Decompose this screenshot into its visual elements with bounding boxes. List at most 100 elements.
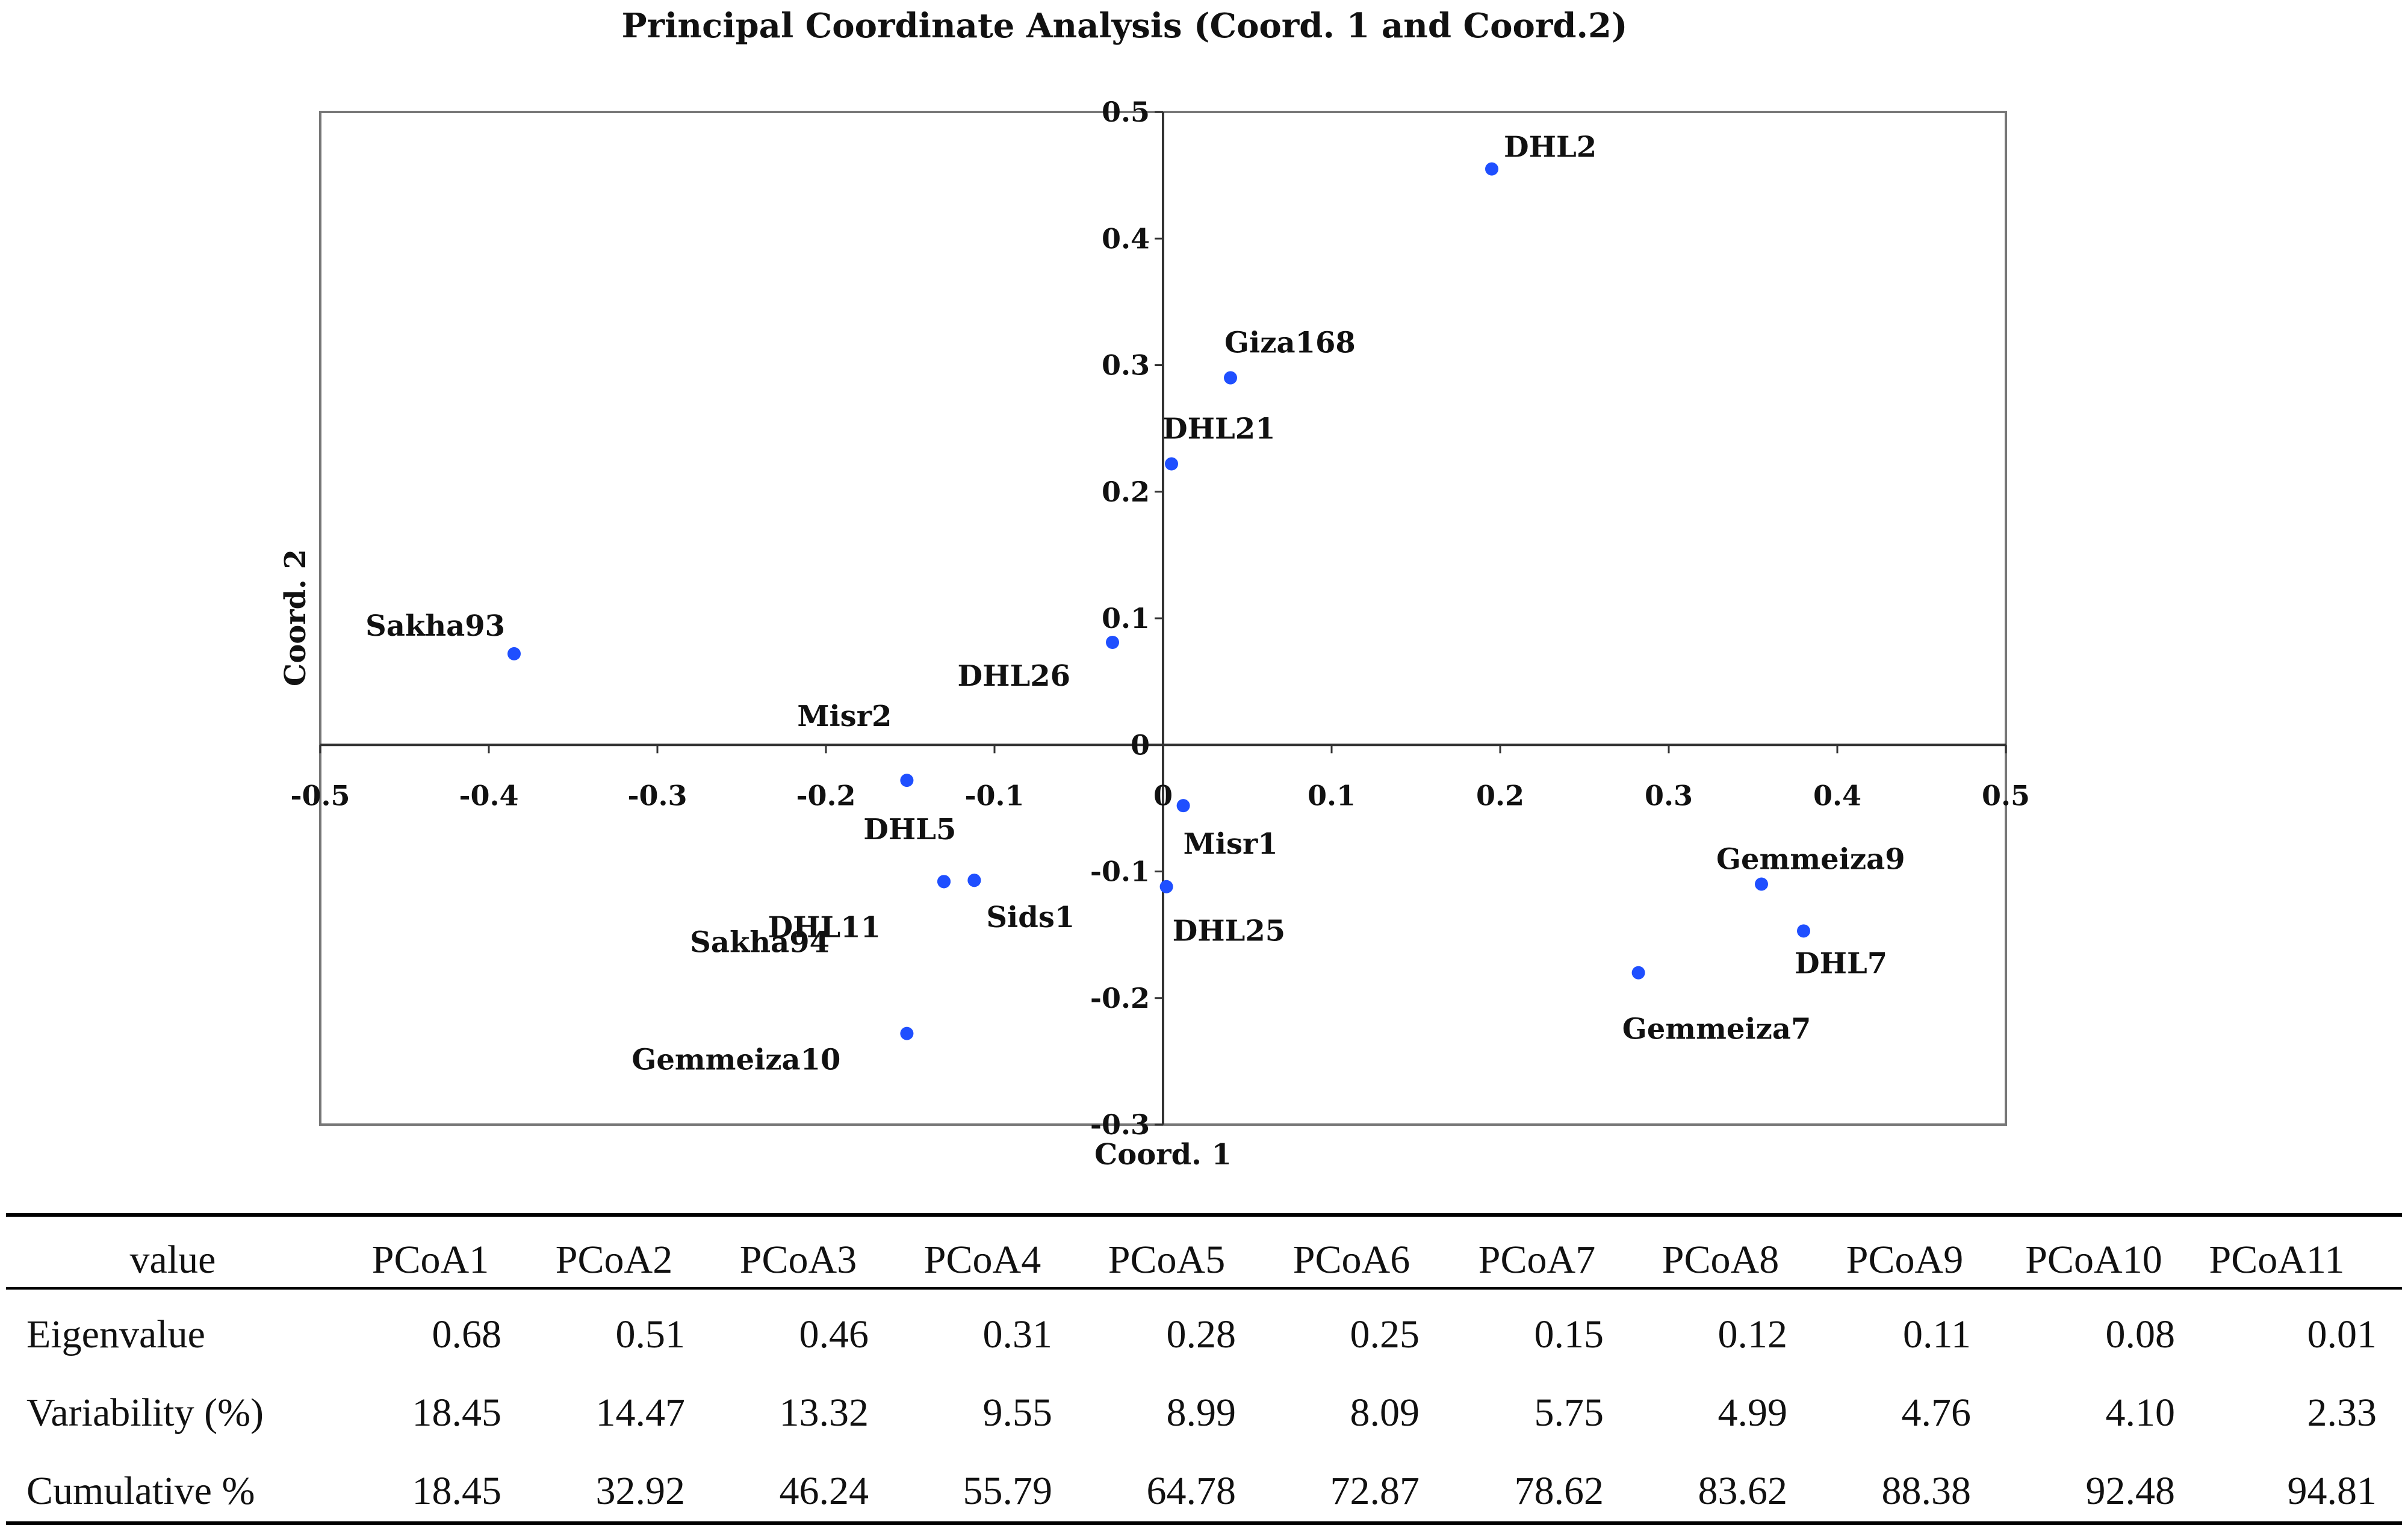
table-row-label: Eigenvalue xyxy=(26,1312,205,1356)
data-point xyxy=(937,875,951,889)
y-tick-label: -0.1 xyxy=(1090,856,1150,888)
table-cell: 64.78 xyxy=(1147,1469,1237,1513)
x-tick-label: -0.4 xyxy=(459,779,518,812)
point-label: DHL2 xyxy=(1504,131,1597,164)
data-point xyxy=(1224,371,1237,385)
table-cell: 18.45 xyxy=(412,1391,502,1435)
y-tick-label: 0.2 xyxy=(1102,476,1150,508)
table-cell: 0.51 xyxy=(616,1312,686,1356)
table-cell: 94.81 xyxy=(2288,1469,2377,1513)
table-cell: 8.09 xyxy=(1350,1391,1420,1435)
data-point xyxy=(1176,799,1190,813)
table-cell: 0.08 xyxy=(2106,1312,2176,1356)
x-tick-label: 0.2 xyxy=(1476,779,1524,812)
point-label: DHL25 xyxy=(1173,915,1286,948)
table-cell: 5.75 xyxy=(1534,1391,1604,1435)
x-tick-label: -0.5 xyxy=(290,779,350,812)
point-label: DHL21 xyxy=(1162,412,1276,446)
x-tick-label: 0.4 xyxy=(1813,779,1861,812)
y-tick-label: 0 xyxy=(1131,728,1150,761)
table-cell: 18.45 xyxy=(412,1469,502,1513)
table-cell: 2.33 xyxy=(2307,1391,2377,1435)
y-tick-label: 0.3 xyxy=(1102,349,1150,382)
table-cell: 0.11 xyxy=(1903,1312,1971,1356)
point-label: Gemmeiza9 xyxy=(1716,843,1905,877)
table-cell: 4.76 xyxy=(1902,1391,1972,1435)
x-tick-label: 0.5 xyxy=(1982,779,2030,812)
chart-title: Principal Coordinate Analysis (Coord. 1 … xyxy=(622,6,1628,46)
x-tick-label: -0.1 xyxy=(964,779,1024,812)
y-axis-title: Coord. 2 xyxy=(279,549,312,686)
x-tick-label: 0.3 xyxy=(1645,779,1693,812)
table-cell: 8.99 xyxy=(1167,1391,1237,1435)
data-point xyxy=(967,874,981,887)
point-label: Gemmeiza7 xyxy=(1622,1013,1811,1046)
table-header-cell: PCoA3 xyxy=(740,1238,857,1282)
table-cell: 4.10 xyxy=(2106,1391,2176,1435)
y-tick-label: -0.3 xyxy=(1090,1108,1150,1141)
data-point xyxy=(1165,457,1178,471)
table-cell: 14.47 xyxy=(596,1391,686,1435)
table-header-cell: PCoA6 xyxy=(1293,1238,1410,1282)
point-label: Gemmeiza10 xyxy=(631,1043,840,1077)
table-cell: 13.32 xyxy=(780,1391,869,1435)
data-point xyxy=(1485,162,1498,176)
table-header-cell: PCoA11 xyxy=(2209,1238,2345,1282)
data-point xyxy=(900,774,914,787)
table-row-label: Cumulative % xyxy=(26,1469,255,1513)
data-point xyxy=(507,647,521,660)
table-cell: 83.62 xyxy=(1698,1469,1788,1513)
x-axis-title: Coord. 1 xyxy=(1094,1138,1232,1172)
x-tick-label: 0 xyxy=(1153,779,1173,812)
data-point xyxy=(1797,924,1810,938)
y-tick-label: 0.1 xyxy=(1102,602,1150,635)
x-tick-label: -0.3 xyxy=(627,779,687,812)
point-label: DHL7 xyxy=(1795,946,1887,980)
point-label: Sids1 xyxy=(986,901,1075,934)
table-cell: 0.01 xyxy=(2307,1312,2377,1356)
x-tick-label: 0.1 xyxy=(1308,779,1356,812)
table-header-cell: PCoA1 xyxy=(372,1238,489,1282)
data-point xyxy=(1106,635,1119,649)
table-row-label: Variability (%) xyxy=(26,1391,264,1435)
point-label: Misr2 xyxy=(797,700,892,733)
table-cell: 4.99 xyxy=(1718,1391,1788,1435)
table-cell: 0.68 xyxy=(432,1312,502,1356)
table-cell: 0.28 xyxy=(1167,1312,1237,1356)
table-header-cell: PCoA10 xyxy=(2025,1238,2162,1282)
data-point xyxy=(1631,966,1645,980)
table-cell: 0.31 xyxy=(983,1312,1053,1356)
y-tick-label: -0.2 xyxy=(1090,982,1150,1014)
table-cell: 55.79 xyxy=(963,1469,1053,1513)
table-cell: 0.12 xyxy=(1718,1312,1788,1356)
table-header-cell: PCoA9 xyxy=(1846,1238,1963,1282)
table-cell: 0.15 xyxy=(1534,1312,1604,1356)
point-label: DHL11 xyxy=(768,910,881,944)
point-label: Sakha93 xyxy=(365,609,505,643)
table-cell: 92.48 xyxy=(2086,1469,2176,1513)
data-point xyxy=(1755,877,1768,891)
y-tick-label: 0.5 xyxy=(1102,96,1150,128)
table-cell: 78.62 xyxy=(1515,1469,1604,1513)
table-header-cell: PCoA7 xyxy=(1479,1238,1595,1282)
data-point xyxy=(1159,880,1173,893)
point-label: Misr1 xyxy=(1184,827,1278,861)
axes-layer: -0.5 -0.4 -0.3 -0.2 -0.1 0 0.1 0.2 0.3 0.4 0.5 -0.3… xyxy=(290,96,2030,1141)
table-header-cell: PCoA4 xyxy=(924,1238,1041,1282)
table-cell: 32.92 xyxy=(596,1469,686,1513)
points-layer: DHL2 Giza168 DHL21 Sakha93 DHL26 Misr2 Sakha94… xyxy=(365,131,1905,1077)
data-point xyxy=(900,1026,914,1040)
table-cell: 0.46 xyxy=(799,1312,869,1356)
point-label: DHL5 xyxy=(863,813,956,846)
table-cell: 9.55 xyxy=(983,1391,1053,1435)
eigen-table: value PCoA1 PCoA2 PCoA3 PCoA4 PCoA5 PCoA6 PCoA7… xyxy=(6,1213,2402,1525)
point-label: Sakha94 xyxy=(690,925,830,959)
point-label: DHL26 xyxy=(957,659,1070,693)
x-tick-label: -0.2 xyxy=(796,779,855,812)
table-header-cell: PCoA5 xyxy=(1108,1238,1225,1282)
table-header-cell: PCoA8 xyxy=(1662,1238,1779,1282)
table-cell: 46.24 xyxy=(780,1469,869,1513)
table-header-cell: PCoA2 xyxy=(556,1238,672,1282)
table-header-cell: value xyxy=(130,1238,216,1282)
